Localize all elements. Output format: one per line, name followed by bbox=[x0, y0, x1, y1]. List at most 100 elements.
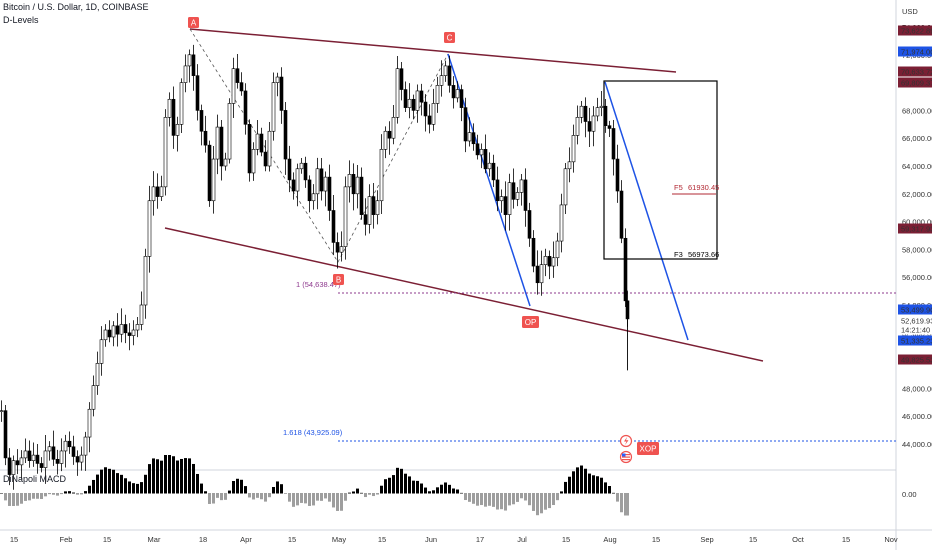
macd-bar bbox=[496, 493, 499, 510]
candle bbox=[227, 98, 232, 164]
point-c-label[interactable]: C bbox=[444, 32, 455, 43]
y-tick-label: 44,000.00 bbox=[902, 440, 932, 449]
candle bbox=[19, 450, 24, 479]
point-a-label[interactable]: A bbox=[188, 17, 199, 28]
macd-bar bbox=[540, 493, 543, 514]
macd-bar bbox=[588, 473, 591, 494]
macd-bar bbox=[440, 484, 443, 494]
macd-bar bbox=[92, 479, 95, 494]
macd-bar bbox=[100, 469, 103, 494]
candle bbox=[459, 84, 464, 122]
macd-bar bbox=[484, 493, 487, 507]
price-label-resistance: 69,809.37 bbox=[898, 77, 932, 88]
macd-bar bbox=[284, 493, 287, 494]
macd-bar bbox=[492, 493, 495, 507]
macd-bar bbox=[188, 458, 191, 494]
macd-bar bbox=[300, 493, 303, 503]
macd-bar bbox=[180, 458, 183, 494]
macd-bar bbox=[264, 493, 267, 502]
candle bbox=[187, 49, 192, 83]
candle bbox=[239, 72, 244, 96]
candle bbox=[235, 53, 240, 89]
x-tick-label: 15 bbox=[562, 535, 570, 544]
time-axis[interactable]: 15 Feb 15 Mar 18 Apr 15 May 15 Jun 17 Jul 15 Aug 15 Sep… bbox=[10, 535, 898, 544]
macd-bar bbox=[80, 493, 83, 495]
xop-label[interactable]: XOP bbox=[637, 442, 659, 455]
macd-bar bbox=[592, 475, 595, 494]
candle bbox=[439, 60, 444, 97]
macd-bar bbox=[316, 493, 319, 501]
candle bbox=[519, 174, 524, 206]
candle bbox=[119, 308, 124, 343]
svg-text:C: C bbox=[447, 34, 453, 43]
candle bbox=[75, 450, 80, 476]
svg-text:XOP: XOP bbox=[640, 445, 657, 454]
candle bbox=[295, 163, 300, 207]
svg-text:A: A bbox=[191, 19, 197, 28]
macd-bar bbox=[276, 481, 279, 494]
macd-bar bbox=[16, 493, 19, 506]
y-tick-label: 68,000.00 bbox=[902, 106, 932, 115]
macd-bar bbox=[376, 493, 379, 495]
macd-bar bbox=[204, 491, 207, 494]
macd-bar bbox=[436, 487, 439, 494]
candle bbox=[51, 430, 56, 466]
macd-bar bbox=[240, 479, 243, 494]
abc-dashed-zigzag[interactable] bbox=[189, 28, 449, 263]
candle bbox=[243, 83, 248, 135]
macd-bar bbox=[332, 493, 335, 508]
macd-bar bbox=[568, 476, 571, 494]
candle bbox=[71, 435, 76, 465]
channel-upper-line[interactable] bbox=[189, 28, 677, 73]
candle bbox=[271, 72, 276, 141]
macd-bar bbox=[64, 491, 67, 494]
candle bbox=[583, 97, 588, 138]
macd-bar bbox=[244, 486, 247, 494]
candle bbox=[467, 117, 472, 147]
y-tick-label: 48,000.00 bbox=[902, 384, 932, 393]
lightning-icon[interactable] bbox=[619, 434, 633, 448]
macd-bar bbox=[364, 493, 367, 498]
chart-title: Bitcoin / U.S. Dollar, 1D, COINBASE bbox=[3, 2, 149, 12]
x-tick-label: Jun bbox=[425, 535, 437, 544]
macd-pane-label: DiNapoli MACD bbox=[3, 474, 67, 484]
candle bbox=[523, 168, 528, 227]
macd-bar bbox=[212, 493, 215, 504]
candle bbox=[263, 140, 268, 172]
candle bbox=[99, 326, 104, 376]
svg-text:49,825.53: 49,825.53 bbox=[901, 356, 932, 365]
candle bbox=[507, 173, 512, 231]
candle bbox=[571, 124, 576, 173]
us-flag-icon[interactable] bbox=[619, 450, 633, 464]
x-tick-label: 15 bbox=[288, 535, 296, 544]
target-box[interactable] bbox=[603, 80, 718, 260]
candle bbox=[531, 230, 536, 273]
macd-bar bbox=[428, 491, 431, 494]
channel-lower-line[interactable] bbox=[164, 227, 764, 362]
candle bbox=[579, 100, 584, 124]
candle bbox=[515, 187, 520, 207]
macd-bar bbox=[424, 487, 427, 494]
blue-drop-line-2[interactable] bbox=[604, 81, 689, 341]
macd-bar bbox=[196, 473, 199, 494]
macd-bar bbox=[476, 493, 479, 506]
candle bbox=[575, 105, 580, 145]
candle bbox=[543, 248, 548, 277]
candle bbox=[607, 120, 612, 138]
candle bbox=[315, 157, 320, 210]
macd-bar bbox=[72, 492, 75, 494]
svg-text:59,317.93: 59,317.93 bbox=[901, 225, 932, 234]
svg-text:71,974.00: 71,974.00 bbox=[901, 48, 932, 57]
macd-bar bbox=[288, 493, 291, 502]
macd-bar bbox=[256, 493, 259, 498]
f5-label: F5 bbox=[674, 183, 683, 192]
macd-bar bbox=[0, 493, 3, 494]
point-b-label[interactable]: B bbox=[333, 274, 344, 285]
candle bbox=[35, 443, 40, 474]
candle bbox=[139, 291, 144, 331]
point-op-label[interactable]: OP bbox=[522, 316, 539, 328]
candle bbox=[411, 94, 416, 120]
macd-bar bbox=[192, 463, 195, 494]
candle bbox=[179, 78, 184, 133]
